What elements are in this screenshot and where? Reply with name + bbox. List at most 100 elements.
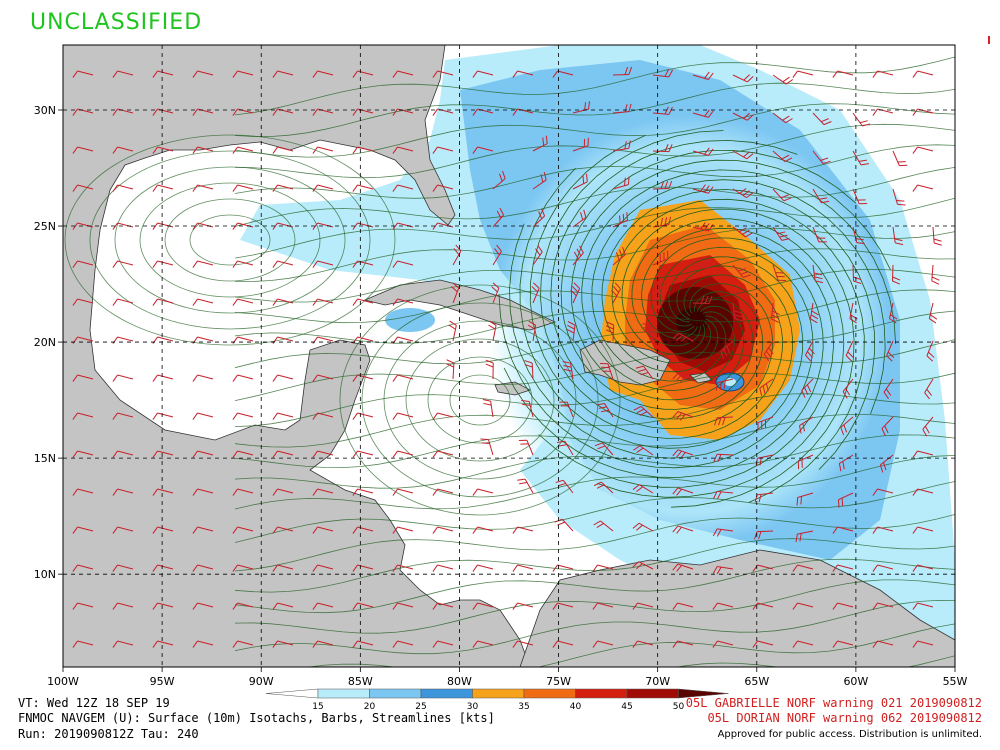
wind-barb bbox=[772, 264, 787, 282]
wind-barb bbox=[488, 320, 497, 342]
wind-barb bbox=[192, 70, 214, 78]
wind-barb bbox=[392, 298, 414, 306]
wind-barb bbox=[472, 488, 494, 496]
wind-barb bbox=[112, 70, 134, 78]
streamline bbox=[234, 339, 955, 401]
wind-barb bbox=[652, 69, 674, 78]
wind-barb bbox=[594, 442, 614, 456]
wind-barb bbox=[792, 564, 814, 572]
wind-barb bbox=[272, 602, 294, 610]
streamline bbox=[114, 166, 346, 314]
wind-barb bbox=[472, 564, 494, 572]
wind-barb bbox=[732, 112, 754, 121]
wind-barb bbox=[152, 260, 174, 268]
wind-barb bbox=[632, 561, 654, 570]
wind-barb bbox=[448, 320, 457, 342]
cuba-land bbox=[363, 279, 557, 331]
lon-label: 75W bbox=[546, 675, 571, 688]
lat-label: 10N bbox=[34, 568, 56, 581]
wind-barb bbox=[232, 412, 254, 420]
wind-barb bbox=[272, 70, 294, 78]
wind-barb bbox=[596, 402, 614, 418]
wind-barb bbox=[840, 416, 854, 436]
wind-barb bbox=[672, 372, 694, 383]
streamline bbox=[550, 139, 798, 420]
wind-barb bbox=[492, 170, 506, 190]
wind-barb bbox=[592, 640, 614, 648]
wind-barb bbox=[555, 479, 574, 494]
wind-barb bbox=[312, 184, 334, 192]
colorbar-swatch bbox=[523, 688, 576, 699]
wind-barb bbox=[732, 188, 754, 199]
wind-barb bbox=[845, 340, 854, 362]
wind-barb bbox=[450, 282, 460, 304]
wind-barb bbox=[572, 173, 588, 190]
isotach-colorbar: 15 20 25 30 35 40 45 50 bbox=[265, 688, 729, 712]
wind-barb bbox=[432, 564, 454, 572]
wind-barb bbox=[633, 405, 654, 418]
wind-barb bbox=[712, 565, 734, 575]
product-description-text: FNMOC NAVGEM (U): Surface (10m) Isotachs… bbox=[18, 711, 495, 725]
wind-barb bbox=[232, 146, 254, 154]
wind-barb bbox=[572, 137, 589, 152]
wind-barb bbox=[872, 602, 894, 610]
wind-barb bbox=[152, 640, 174, 648]
wind-barb bbox=[232, 374, 254, 382]
wind-barb bbox=[712, 528, 734, 537]
wind-barb bbox=[524, 360, 534, 380]
wind-barb bbox=[272, 298, 294, 306]
wind-barb bbox=[112, 146, 134, 154]
wind-barb bbox=[491, 282, 500, 304]
streamline bbox=[234, 579, 955, 634]
wind-barb bbox=[232, 488, 254, 496]
wind-barb bbox=[715, 378, 734, 391]
wind-barb bbox=[352, 450, 374, 458]
lon-label: 85W bbox=[348, 675, 373, 688]
wind-barb bbox=[232, 260, 254, 268]
wind-barb bbox=[352, 336, 374, 344]
wind-barb bbox=[72, 412, 94, 420]
wind-barb bbox=[912, 602, 934, 610]
wind-barb bbox=[692, 259, 714, 269]
wind-barb bbox=[732, 226, 753, 238]
wind-barb bbox=[112, 336, 134, 344]
wind-barb bbox=[192, 260, 214, 268]
streamline bbox=[540, 130, 774, 430]
wind-barb bbox=[928, 302, 938, 324]
streamline bbox=[519, 167, 794, 449]
wind-barb bbox=[192, 184, 214, 192]
wind-barb bbox=[692, 71, 714, 80]
wind-barb bbox=[832, 602, 854, 610]
wind-barb bbox=[572, 209, 587, 228]
wind-barb bbox=[912, 488, 934, 496]
wind-barb bbox=[432, 526, 454, 534]
wind-barb bbox=[312, 488, 334, 496]
streamline bbox=[234, 538, 955, 593]
wind-barb bbox=[72, 336, 94, 344]
colorbar-tick-label: 35 bbox=[518, 702, 529, 712]
wind-barb bbox=[570, 282, 581, 304]
wind-barb bbox=[592, 564, 614, 572]
wind-barb bbox=[772, 74, 794, 85]
wind-barb bbox=[192, 564, 214, 572]
wind-barb bbox=[720, 340, 734, 360]
wind-barb bbox=[232, 70, 254, 78]
wind-barb bbox=[192, 488, 214, 496]
wind-barb bbox=[152, 526, 174, 534]
wind-barb bbox=[672, 411, 694, 421]
wind-barb bbox=[72, 602, 94, 610]
wind-barb bbox=[799, 416, 814, 434]
lat-label: 25N bbox=[34, 220, 56, 233]
wind-barb bbox=[446, 359, 455, 380]
wind-barb bbox=[611, 282, 621, 304]
wind-barb bbox=[732, 264, 751, 278]
streamline bbox=[234, 372, 955, 427]
wind-barb bbox=[872, 640, 894, 648]
wind-barb bbox=[152, 412, 174, 420]
streamline bbox=[234, 144, 955, 199]
wind-barb bbox=[518, 439, 534, 456]
wind-barb bbox=[192, 526, 214, 534]
wind-barb bbox=[312, 260, 334, 268]
wind-barb bbox=[112, 374, 134, 382]
wind-barb bbox=[112, 184, 134, 192]
